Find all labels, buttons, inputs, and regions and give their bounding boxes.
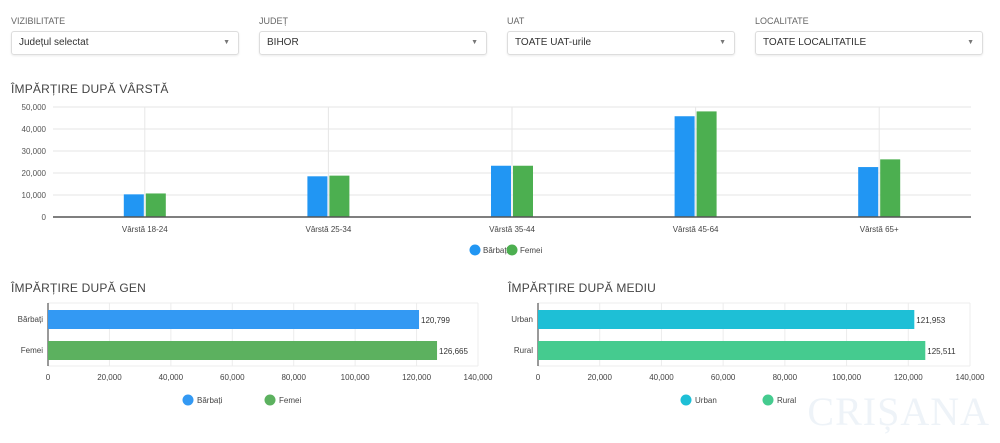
bar-femei[interactable] — [696, 111, 717, 217]
bar-barbati[interactable] — [674, 116, 695, 217]
x-tick-label: 140,000 — [464, 373, 493, 382]
x-tick-label: 120,000 — [402, 373, 431, 382]
filter-label: VIZIBILITATE — [11, 16, 66, 26]
x-tick-label: 60,000 — [220, 373, 245, 382]
x-tick-label: Vârstă 45-64 — [673, 225, 719, 234]
bar-femei[interactable] — [329, 175, 350, 217]
y-tick-label: 0 — [42, 213, 47, 222]
uat-select[interactable]: TOATE UAT-urile ▼ — [507, 31, 735, 55]
bar-femei[interactable] — [145, 193, 166, 217]
filter-judet: JUDEȚ BIHOR ▼ — [259, 16, 487, 55]
x-tick-label: 100,000 — [341, 373, 370, 382]
legend-marker[interactable] — [680, 394, 692, 406]
legend-label[interactable]: Rural — [777, 396, 796, 405]
x-tick-label: 140,000 — [956, 373, 985, 382]
bar-brbai[interactable] — [48, 310, 420, 329]
y-tick-label: 50,000 — [22, 103, 47, 112]
y-tick-label: Rural — [514, 346, 533, 355]
legend-label[interactable]: Bărbați — [483, 246, 509, 255]
y-tick-label: Urban — [511, 315, 533, 324]
select-value: TOATE LOCALITATILE — [763, 37, 867, 48]
data-label: 125,511 — [927, 347, 956, 356]
vizibilitate-select[interactable]: Județul selectat ▼ — [11, 31, 239, 55]
chevron-down-icon: ▼ — [967, 39, 974, 46]
legend-marker[interactable] — [762, 394, 774, 406]
legend-marker[interactable] — [469, 244, 481, 256]
filter-label: UAT — [507, 16, 525, 26]
x-tick-label: 40,000 — [159, 373, 184, 382]
x-tick-label: 0 — [536, 373, 541, 382]
x-tick-label: Vârstă 25-34 — [305, 225, 351, 234]
judet-select[interactable]: BIHOR ▼ — [259, 31, 487, 55]
chevron-down-icon: ▼ — [719, 39, 726, 46]
data-label: 126,665 — [439, 347, 468, 356]
filter-uat: UAT TOATE UAT-urile ▼ — [507, 16, 735, 55]
y-tick-label: 40,000 — [22, 125, 47, 134]
x-tick-label: Vârstă 35-44 — [489, 225, 535, 234]
gender-chart-title: ÎMPĂRȚIRE DUPĂ GEN — [11, 281, 146, 295]
y-tick-label: Bărbați — [18, 315, 44, 324]
x-tick-label: 40,000 — [649, 373, 674, 382]
x-tick-label: 0 — [46, 373, 51, 382]
x-tick-label: 20,000 — [97, 373, 122, 382]
legend-marker[interactable] — [264, 394, 276, 406]
legend-label[interactable]: Urban — [695, 396, 717, 405]
bar-rural[interactable] — [538, 341, 926, 360]
data-label: 121,953 — [916, 316, 945, 325]
select-value: Județul selectat — [19, 37, 89, 48]
y-tick-label: 20,000 — [22, 169, 47, 178]
bar-barbati[interactable] — [307, 176, 328, 217]
legend-label[interactable]: Femei — [520, 246, 542, 255]
filter-label: JUDEȚ — [259, 16, 288, 26]
bar-urban[interactable] — [538, 310, 915, 329]
y-tick-label: 10,000 — [22, 191, 47, 200]
bar-femei[interactable] — [880, 159, 901, 217]
x-tick-label: Vârstă 18-24 — [122, 225, 168, 234]
legend-label[interactable]: Bărbați — [197, 396, 223, 405]
x-tick-label: 80,000 — [773, 373, 798, 382]
watermark-logo: CRIȘANA — [807, 389, 990, 434]
localitate-select[interactable]: TOATE LOCALITATILE ▼ — [755, 31, 983, 55]
filter-localitate: LOCALITATE TOATE LOCALITATILE ▼ — [755, 16, 983, 55]
y-tick-label: Femei — [21, 346, 43, 355]
x-tick-label: 100,000 — [832, 373, 861, 382]
y-tick-label: 30,000 — [22, 147, 47, 156]
bar-barbati[interactable] — [858, 167, 879, 217]
chevron-down-icon: ▼ — [223, 39, 230, 46]
bar-femei[interactable] — [48, 341, 438, 360]
bar-femei[interactable] — [513, 165, 533, 217]
x-tick-label: 80,000 — [281, 373, 306, 382]
legend-label[interactable]: Femei — [279, 396, 301, 405]
chevron-down-icon: ▼ — [471, 39, 478, 46]
x-tick-label: 60,000 — [711, 373, 736, 382]
x-tick-label: Vârstă 65+ — [860, 225, 899, 234]
select-value: TOATE UAT-urile — [515, 37, 592, 48]
filter-label: LOCALITATE — [755, 16, 809, 26]
age-chart-title: ÎMPĂRȚIRE DUPĂ VÂRSTĂ — [11, 82, 169, 96]
filter-vizibilitate: VIZIBILITATE Județul selectat ▼ — [11, 16, 239, 55]
data-label: 120,799 — [421, 316, 450, 325]
legend-marker[interactable] — [506, 244, 518, 256]
select-value: BIHOR — [267, 37, 299, 48]
bar-barbati[interactable] — [123, 194, 144, 217]
legend-marker[interactable] — [182, 394, 194, 406]
bar-barbati[interactable] — [491, 165, 511, 217]
x-tick-label: 120,000 — [894, 373, 923, 382]
environment-chart-title: ÎMPĂRȚIRE DUPĂ MEDIU — [508, 281, 657, 295]
x-tick-label: 20,000 — [587, 373, 612, 382]
